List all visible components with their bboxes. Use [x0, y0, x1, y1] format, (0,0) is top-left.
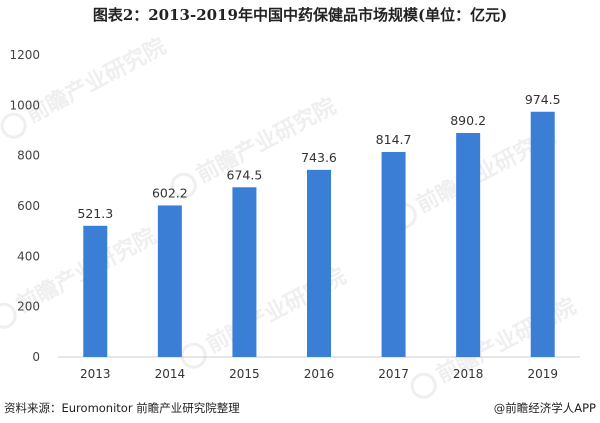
x-tick-label: 2018	[453, 367, 484, 381]
x-tick-label: 2015	[229, 367, 260, 381]
data-label-2018: 890.2	[450, 113, 486, 128]
y-tick-label: 800	[17, 149, 40, 163]
data-label-2013: 521.3	[77, 206, 113, 221]
bar-2017	[381, 151, 406, 357]
x-tick-label: 2017	[378, 367, 409, 381]
data-labels: 521.3 602.2 674.5 743.6 814.7 890.2 974.5	[77, 92, 560, 221]
data-label-2019: 974.5	[525, 92, 561, 107]
y-tick-label: 200	[17, 300, 40, 314]
brand-note: @前瞻经济学人APP	[493, 401, 596, 415]
data-label-2017: 814.7	[376, 132, 412, 147]
x-tick-label: 2013	[80, 367, 111, 381]
bar-2013	[83, 225, 108, 357]
x-tick-label: 2019	[527, 367, 558, 381]
y-tick-label: 600	[17, 199, 40, 213]
y-tick-label: 0	[32, 350, 40, 364]
y-tick-label: 1200	[9, 48, 40, 62]
x-tick-label: 2014	[155, 367, 186, 381]
bar-2016	[307, 169, 331, 357]
bar-2015	[232, 187, 257, 357]
data-label-2015: 674.5	[227, 167, 263, 182]
bar-2019	[530, 111, 555, 358]
x-tick-label: 2016	[304, 367, 335, 381]
data-label-2014: 602.2	[152, 185, 188, 200]
bar-chart: 0 200 400 600 800 1000 1200 521.3 602.2 674.5 743…	[9, 48, 580, 381]
chart-title: 图表2：2013-2019年中国中药保健品市场规模(单位：亿元)	[92, 6, 508, 24]
x-axis-ticks: 2013 2014 2015 2016 2017 2018 2019	[80, 367, 558, 381]
y-tick-label: 400	[17, 249, 40, 263]
source-note: 资料来源：Euromonitor 前瞻产业研究院整理	[4, 401, 240, 415]
data-label-2016: 743.6	[301, 150, 337, 165]
bars	[83, 111, 555, 358]
bar-2014	[157, 205, 182, 357]
y-axis-ticks: 0 200 400 600 800 1000 1200	[9, 48, 40, 364]
y-tick-label: 1000	[9, 98, 40, 112]
bar-2018	[456, 132, 481, 357]
